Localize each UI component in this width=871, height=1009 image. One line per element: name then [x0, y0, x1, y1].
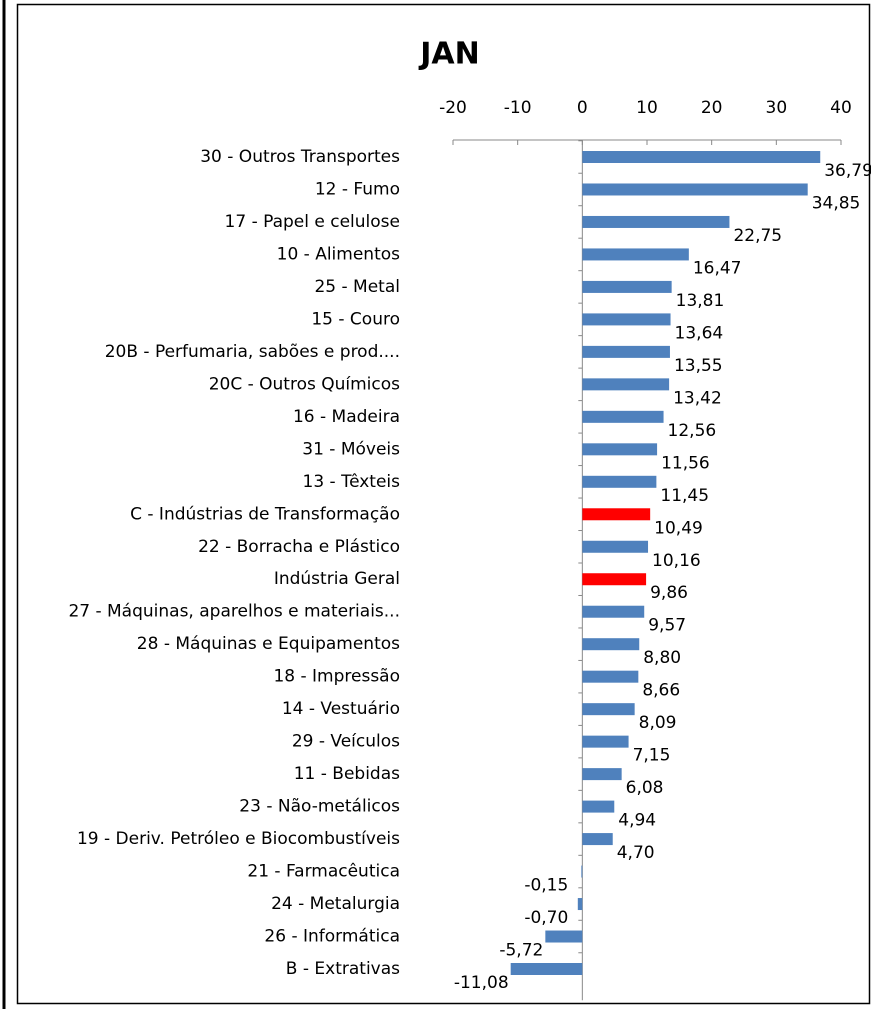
- value-label: 13,64: [675, 323, 724, 343]
- y-tick-label: 20C - Outros Químicos: [209, 374, 400, 394]
- bar: [582, 248, 689, 261]
- bar: [582, 280, 672, 293]
- y-tick-label: 14 - Vestuário: [282, 699, 400, 719]
- x-tick-label: 0: [577, 98, 588, 118]
- y-tick-label: Indústria Geral: [274, 569, 400, 589]
- value-label: 8,66: [642, 681, 680, 701]
- value-label: 36,79: [824, 161, 871, 181]
- bar: [582, 508, 651, 521]
- value-label: -0,70: [524, 908, 568, 928]
- value-label: 13,42: [673, 388, 722, 408]
- y-tick-label: 28 - Máquinas e Equipamentos: [137, 634, 400, 654]
- bar: [582, 703, 635, 716]
- value-label: 10,16: [652, 551, 701, 571]
- chart-title: JAN: [418, 37, 480, 72]
- y-tick-label: 16 - Madeira: [293, 407, 400, 427]
- y-tick-label: 30 - Outros Transportes: [200, 147, 400, 167]
- value-label: 4,70: [617, 843, 655, 863]
- value-label: 11,45: [660, 486, 709, 506]
- bar: [545, 930, 583, 943]
- bar: [582, 540, 649, 553]
- value-label: -11,08: [454, 973, 509, 993]
- bar: [582, 605, 645, 618]
- y-tick-label: 25 - Metal: [314, 277, 400, 297]
- bar: [582, 800, 615, 813]
- y-tick-label: 10 - Alimentos: [277, 244, 401, 264]
- bar: [582, 475, 657, 488]
- x-tick-label: -10: [504, 98, 532, 118]
- y-tick-label: 17 - Papel e celulose: [225, 212, 400, 232]
- y-tick-label: 21 - Farmacêutica: [247, 862, 400, 882]
- bar: [581, 865, 583, 878]
- y-tick-label: B - Extrativas: [286, 959, 400, 979]
- bar: [577, 898, 583, 911]
- value-label: 16,47: [693, 258, 742, 278]
- bar: [582, 638, 640, 651]
- bar: [582, 443, 658, 456]
- y-tick-label: 29 - Veículos: [292, 732, 400, 752]
- y-tick-label: C - Indústrias de Transformação: [130, 504, 400, 524]
- x-tick-label: 30: [766, 98, 788, 118]
- bar: [582, 313, 671, 326]
- y-tick-label: 24 - Metalurgia: [271, 894, 400, 914]
- value-label: 12,56: [668, 421, 717, 441]
- bar: [582, 215, 730, 228]
- bar: [582, 378, 670, 391]
- value-label: -0,15: [524, 876, 568, 896]
- y-tick-label: 27 - Máquinas, aparelhos e materiais...: [68, 602, 400, 622]
- y-tick-label: 22 - Borracha e Plástico: [198, 537, 400, 557]
- value-label: 13,55: [674, 356, 723, 376]
- y-tick-label: 12 - Fumo: [315, 179, 400, 199]
- y-tick-label: 18 - Impressão: [273, 667, 400, 687]
- bar: [582, 833, 613, 846]
- bar: [582, 345, 670, 358]
- bar: [582, 735, 629, 748]
- x-tick-label: 20: [701, 98, 723, 118]
- bar: [582, 768, 622, 781]
- bar: [582, 151, 821, 163]
- bar: [510, 963, 583, 975]
- y-tick-label: 20B - Perfumaria, sabões e prod....: [105, 342, 400, 362]
- bar: [582, 410, 664, 423]
- value-label: 11,56: [661, 453, 710, 473]
- value-label: 8,09: [639, 713, 677, 733]
- y-tick-label: 19 - Deriv. Petróleo e Biocombustíveis: [77, 829, 400, 849]
- y-tick-label: 23 - Não-metálicos: [239, 797, 400, 817]
- x-tick-label: -20: [439, 98, 467, 118]
- value-label: 10,49: [654, 518, 703, 538]
- value-label: 9,57: [648, 616, 686, 636]
- value-label: 7,15: [633, 746, 671, 766]
- value-label: 4,94: [618, 811, 656, 831]
- y-tick-label: 31 - Móveis: [302, 439, 400, 459]
- x-tick-label: 40: [830, 98, 852, 118]
- bar: [582, 670, 639, 683]
- bar: [582, 183, 808, 196]
- x-tick-label: 10: [636, 98, 658, 118]
- y-tick-label: 11 - Bebidas: [294, 764, 400, 784]
- value-label: 22,75: [733, 226, 782, 246]
- value-label: 9,86: [650, 583, 688, 603]
- bar: [582, 573, 647, 586]
- value-label: 6,08: [626, 778, 664, 798]
- y-tick-label: 26 - Informática: [264, 927, 400, 947]
- value-label: 34,85: [812, 193, 861, 213]
- value-label: 8,80: [643, 648, 681, 668]
- y-tick-label: 15 - Couro: [311, 309, 400, 329]
- value-label: -5,72: [499, 941, 543, 961]
- value-label: 13,81: [676, 291, 725, 311]
- y-tick-label: 13 - Têxteis: [303, 472, 401, 492]
- chart-border: [16, 3, 871, 1005]
